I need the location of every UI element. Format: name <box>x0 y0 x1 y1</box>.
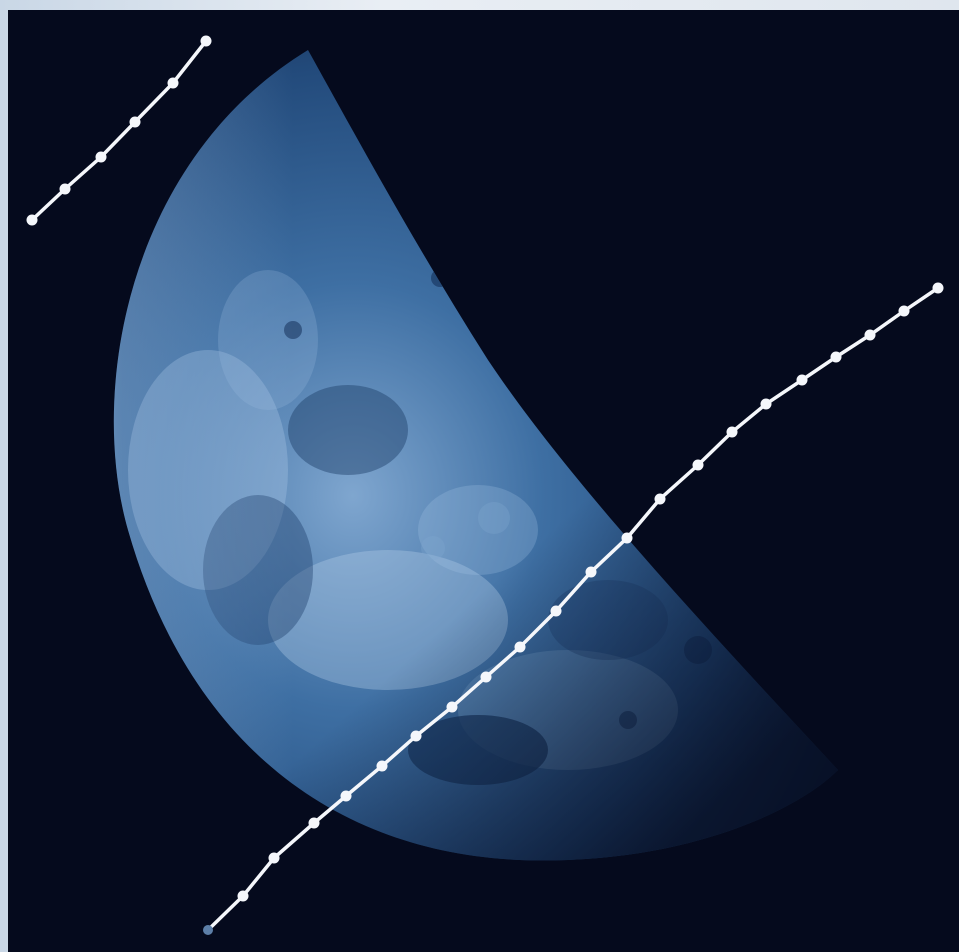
long-trail-dot <box>480 671 492 683</box>
long-trail-dot <box>796 374 808 386</box>
long-trail-dot <box>446 701 458 713</box>
long-trail-dot <box>550 605 562 617</box>
long-trail-dot <box>864 329 876 341</box>
long-trail-dot <box>376 760 388 772</box>
long-trail-dot <box>654 493 666 505</box>
short-trail-dot <box>95 151 107 163</box>
long-trail-dot <box>830 351 842 363</box>
moon <box>113 50 838 861</box>
long-trail-dot <box>340 790 352 802</box>
short-trail-dot <box>129 116 141 128</box>
short-trail-dot <box>200 35 212 47</box>
long-trail-dot <box>898 305 910 317</box>
long-trail-dot <box>308 817 320 829</box>
long-trail-dot <box>621 532 633 544</box>
long-trail-dot <box>268 852 280 864</box>
short-trail-line <box>30 39 208 222</box>
long-trail-dot <box>237 890 249 902</box>
moon-photo <box>8 10 959 952</box>
long-trail-dot <box>692 459 704 471</box>
long-trail-dot <box>760 398 772 410</box>
moon-scene <box>26 35 944 935</box>
long-trail-dot <box>514 641 526 653</box>
long-trail-dot <box>932 282 944 294</box>
long-trail-dot <box>726 426 738 438</box>
satellite-trails <box>26 35 944 935</box>
long-trail-dot <box>585 566 597 578</box>
long-trail-dot <box>203 925 213 935</box>
long-trail-line <box>206 286 939 932</box>
short-trail-dot <box>59 183 71 195</box>
short-trail-dot <box>26 214 38 226</box>
long-trail-dot <box>410 730 422 742</box>
short-trail-dot <box>167 77 179 89</box>
